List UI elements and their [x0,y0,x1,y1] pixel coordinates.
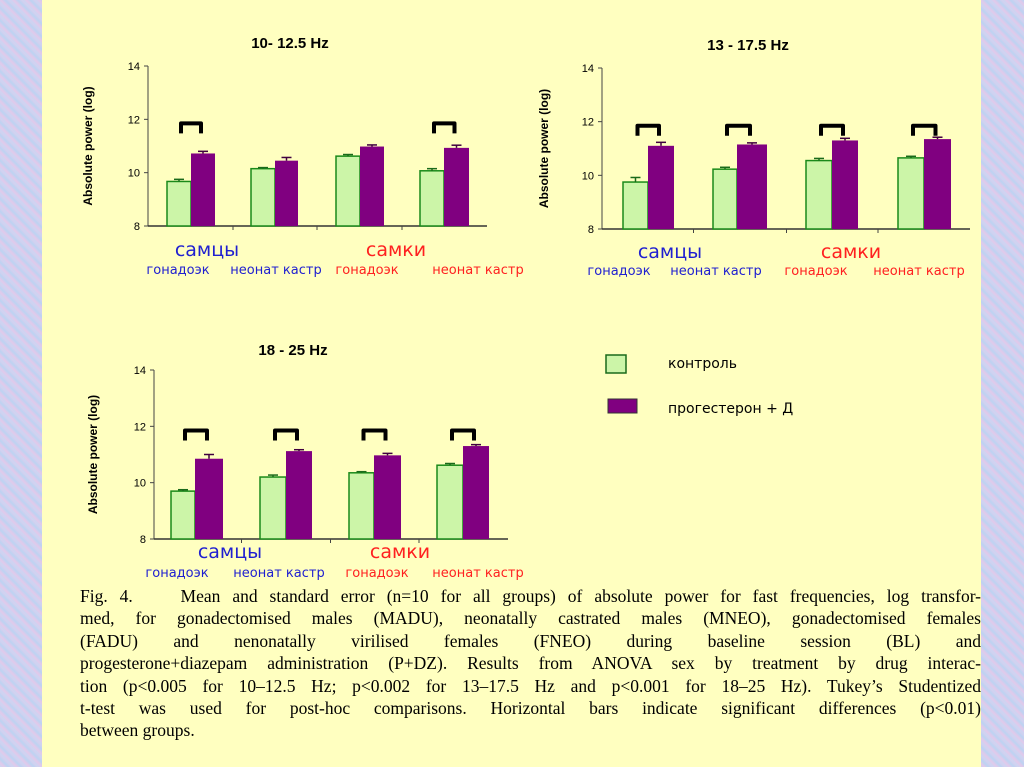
chart-title: 10- 12.5 Hz [251,35,329,52]
bar-treatment [648,145,674,229]
significance-bracket [725,123,752,136]
legend-swatch-control [605,354,627,374]
x-category-label: неонат кастр [233,566,324,581]
significance-bracket [183,428,209,441]
significance-bracket [432,121,457,134]
bar-treatment [195,458,223,539]
x-category-label: гонадоэк [587,264,650,279]
significance-bracket [819,123,845,136]
significance-bracket [450,428,476,441]
bar-control [436,464,464,540]
bar-control [348,472,375,540]
x-category-label: гонадоэк [146,263,209,278]
bar-control [712,168,738,230]
legend: контроль прогестерон + Д [605,354,793,417]
chart-2: 13 - 17.5 Hz Absolute power (log) 8 10 12 14 г… [537,37,970,279]
x-category-label: неонат кастр [432,566,523,581]
y-tick-label: 14 [134,365,146,377]
legend-swatch-treatment [607,398,638,414]
y-tick-label: 10 [128,168,140,180]
caption-line: between groups. [80,720,195,741]
bar-control [250,167,276,227]
figure-caption: Fig. 4. Mean and standard error (n=10 fo… [80,585,981,742]
x-group-label: самки [366,239,426,261]
bar-treatment [444,147,469,226]
x-group-label: самцы [638,241,702,263]
significance-bracket [273,428,299,441]
chart-3: 18 - 25 Hz Absolute power (log) 8 10 12 14 гон… [86,342,524,581]
bar-treatment [463,446,489,539]
slide-background [42,0,981,767]
y-axis-label: Absolute power (log) [81,86,95,205]
bar-treatment [832,140,858,229]
x-category-label: неонат кастр [670,264,761,279]
y-tick-label: 14 [128,61,140,73]
bar-treatment [737,144,767,229]
x-category-label: неонат кастр [873,264,964,279]
bar-control [622,181,649,230]
bar-control [897,157,925,230]
bar-control [259,476,287,540]
y-tick-label: 12 [582,117,594,129]
chart-1: 10- 12.5 Hz Absolute power (log) 8 10 12 14 го… [81,35,524,278]
bar-treatment [360,146,384,226]
y-axis-label: Absolute power (log) [537,89,551,208]
caption-line: med, for gonadectomised males (MADU), ne… [80,608,981,629]
bar-treatment [191,153,215,226]
y-tick-label: 14 [582,63,594,75]
chart-title: 18 - 25 Hz [258,342,327,359]
y-tick-label: 10 [582,170,594,182]
legend-label-treatment: прогестерон + Д [668,401,793,417]
bar-treatment [286,451,312,539]
bar-control [170,490,196,540]
y-tick-label: 8 [588,224,594,236]
significance-bracket [911,123,938,136]
y-axis-label: Absolute power (log) [86,395,100,514]
significance-bracket [361,428,388,441]
caption-line: Fig. 4. Mean and standard error (n=10 fo… [80,586,981,606]
x-category-label: неонат кастр [230,263,321,278]
legend-label-control: контроль [668,356,737,372]
bar-treatment [374,455,401,539]
caption-line: (FADU) and nenonatally virilised females… [80,630,981,651]
chart-title: 13 - 17.5 Hz [707,37,789,54]
significance-bracket [179,121,203,134]
y-tick-label: 8 [134,221,140,233]
y-tick-label: 8 [140,534,146,546]
x-category-label: гонадоэк [784,264,847,279]
bar-control [805,159,833,230]
x-group-label: самки [370,541,430,563]
bar-control [166,180,192,227]
caption-line: progesterone+diazepam administration (P+… [80,653,981,674]
bar-treatment [275,160,298,226]
bar-treatment [924,139,951,229]
x-group-label: самки [821,241,881,263]
x-group-label: самцы [175,239,239,261]
bar-control [335,155,361,227]
y-tick-label: 10 [134,478,146,490]
x-category-label: гонадоэк [335,263,398,278]
caption-line: t-test was used for post-hoc comparisons… [80,698,981,719]
x-category-label: гонадоэк [145,566,208,581]
x-group-label: самцы [198,541,262,563]
bar-control [419,170,445,227]
caption-line: tion (p<0.005 for 10–12.5 Hz; p<0.002 fo… [80,675,981,696]
y-tick-label: 12 [128,114,140,126]
significance-bracket [635,123,661,136]
x-category-label: неонат кастр [432,263,523,278]
y-tick-label: 12 [134,421,146,433]
x-category-label: гонадоэк [345,566,408,581]
